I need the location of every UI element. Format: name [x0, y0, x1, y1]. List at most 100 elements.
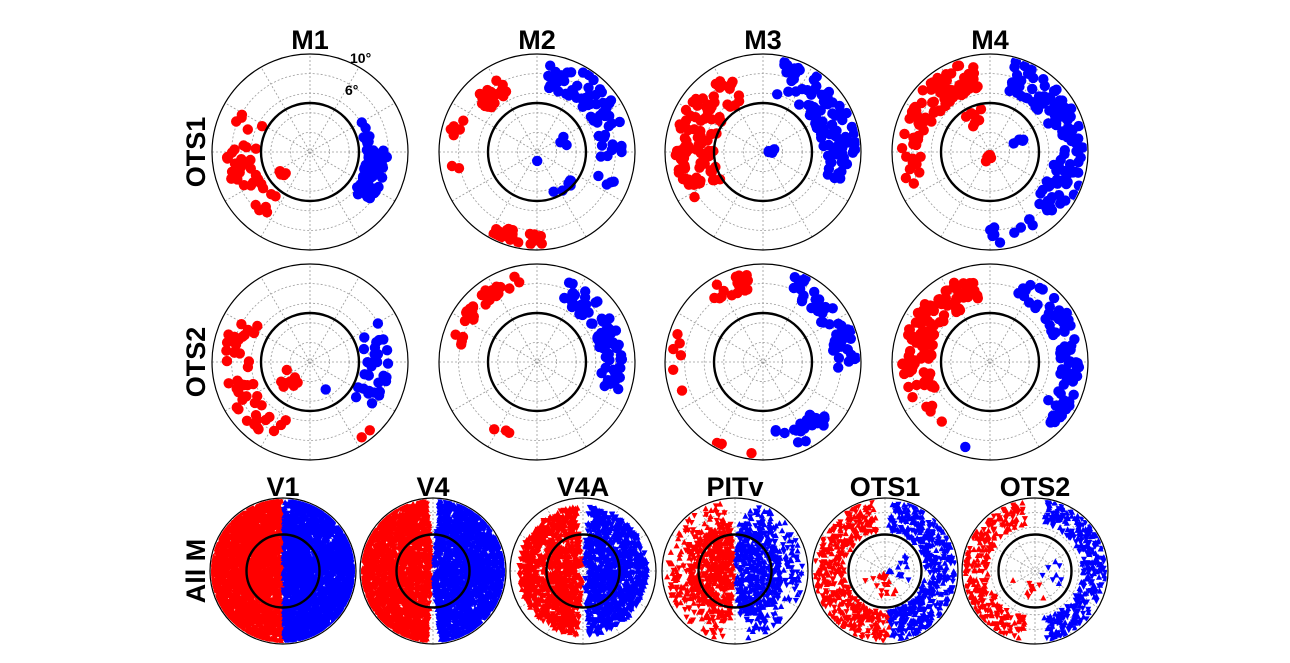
data-point	[911, 159, 922, 170]
data-point	[1015, 90, 1027, 102]
data-point	[1062, 115, 1073, 126]
data-point	[241, 415, 253, 426]
data-point	[1028, 72, 1039, 84]
data-point	[1053, 305, 1065, 316]
data-point	[896, 143, 908, 154]
data-point	[362, 138, 373, 149]
data-point	[733, 90, 745, 101]
data-point	[841, 107, 852, 119]
data-point	[927, 77, 938, 88]
data-point	[668, 364, 679, 375]
data-point	[1034, 198, 1045, 210]
data-point	[916, 353, 927, 364]
data-point	[679, 141, 691, 153]
data-point	[1023, 297, 1035, 308]
data-point	[800, 436, 811, 447]
polar-grid	[439, 264, 635, 460]
reference-ring	[712, 311, 814, 413]
data-point	[927, 97, 938, 108]
data-point	[245, 154, 256, 166]
panel-ots1-m4	[891, 53, 1089, 251]
data-point	[453, 163, 465, 174]
data-point	[1039, 80, 1051, 92]
data-point	[822, 169, 834, 180]
reference-ring	[486, 101, 588, 203]
data-point	[834, 100, 845, 112]
data-point	[360, 180, 371, 192]
data-point	[226, 147, 238, 158]
scatter-points	[450, 271, 628, 438]
data-point	[746, 448, 757, 459]
data-point	[251, 414, 263, 426]
data-point	[814, 294, 825, 305]
data-point	[672, 329, 683, 340]
data-point	[250, 143, 262, 154]
data-point	[242, 361, 254, 373]
reference-ring	[712, 101, 814, 203]
column-title-m1: M1	[291, 25, 329, 55]
data-point	[772, 89, 783, 100]
data-point	[545, 60, 556, 71]
reference-ring	[259, 311, 361, 413]
data-point	[1007, 78, 1018, 90]
data-point	[946, 68, 957, 79]
data-point	[500, 425, 512, 436]
column-title-pitv: PITv	[706, 472, 763, 502]
data-point	[789, 272, 800, 283]
data-point	[609, 375, 621, 387]
data-point	[1057, 367, 1069, 378]
data-point	[926, 400, 938, 411]
data-point	[897, 359, 908, 370]
data-point	[980, 156, 992, 167]
data-point	[708, 91, 719, 102]
data-point	[602, 97, 613, 109]
data-point	[794, 99, 805, 110]
data-point	[911, 139, 922, 151]
data-point	[942, 300, 953, 311]
data-point	[1008, 138, 1019, 149]
data-point	[816, 132, 827, 143]
data-point	[821, 98, 832, 109]
data-point	[709, 174, 720, 186]
data-point	[241, 142, 252, 153]
scatter-points	[896, 56, 1087, 248]
reference-ring	[259, 101, 361, 203]
data-point	[960, 441, 971, 453]
data-point	[962, 291, 974, 303]
data-point	[604, 354, 615, 366]
data-point	[238, 180, 250, 191]
data-point	[459, 315, 471, 327]
data-point	[1059, 326, 1070, 337]
data-point	[489, 89, 500, 100]
data-point	[366, 357, 378, 368]
data-point	[583, 69, 594, 81]
data-point	[260, 414, 271, 426]
data-point	[211, 575, 216, 582]
data-point	[904, 367, 915, 378]
data-point	[288, 380, 299, 391]
data-point	[714, 293, 725, 304]
data-point	[489, 424, 500, 435]
data-point	[824, 319, 835, 330]
data-point	[1009, 227, 1020, 238]
data-point	[592, 117, 603, 128]
data-point	[1048, 329, 1059, 341]
data-point	[792, 437, 804, 448]
data-point	[695, 130, 706, 142]
data-point	[252, 320, 263, 332]
data-point	[364, 425, 375, 436]
data-point	[921, 308, 932, 319]
data-point	[1045, 179, 1056, 190]
scatter-points	[668, 270, 860, 459]
data-point	[233, 404, 244, 415]
column-title-ots1: OTS1	[850, 472, 921, 502]
data-point	[739, 276, 750, 287]
row-label-all-m: All M	[181, 539, 211, 604]
scatter-points	[445, 60, 627, 249]
data-point	[558, 131, 569, 143]
data-point	[816, 89, 827, 101]
data-point	[608, 364, 619, 375]
data-point	[458, 115, 469, 126]
data-point	[565, 180, 576, 191]
panel-ots1-m1: 6°10°	[211, 50, 409, 251]
